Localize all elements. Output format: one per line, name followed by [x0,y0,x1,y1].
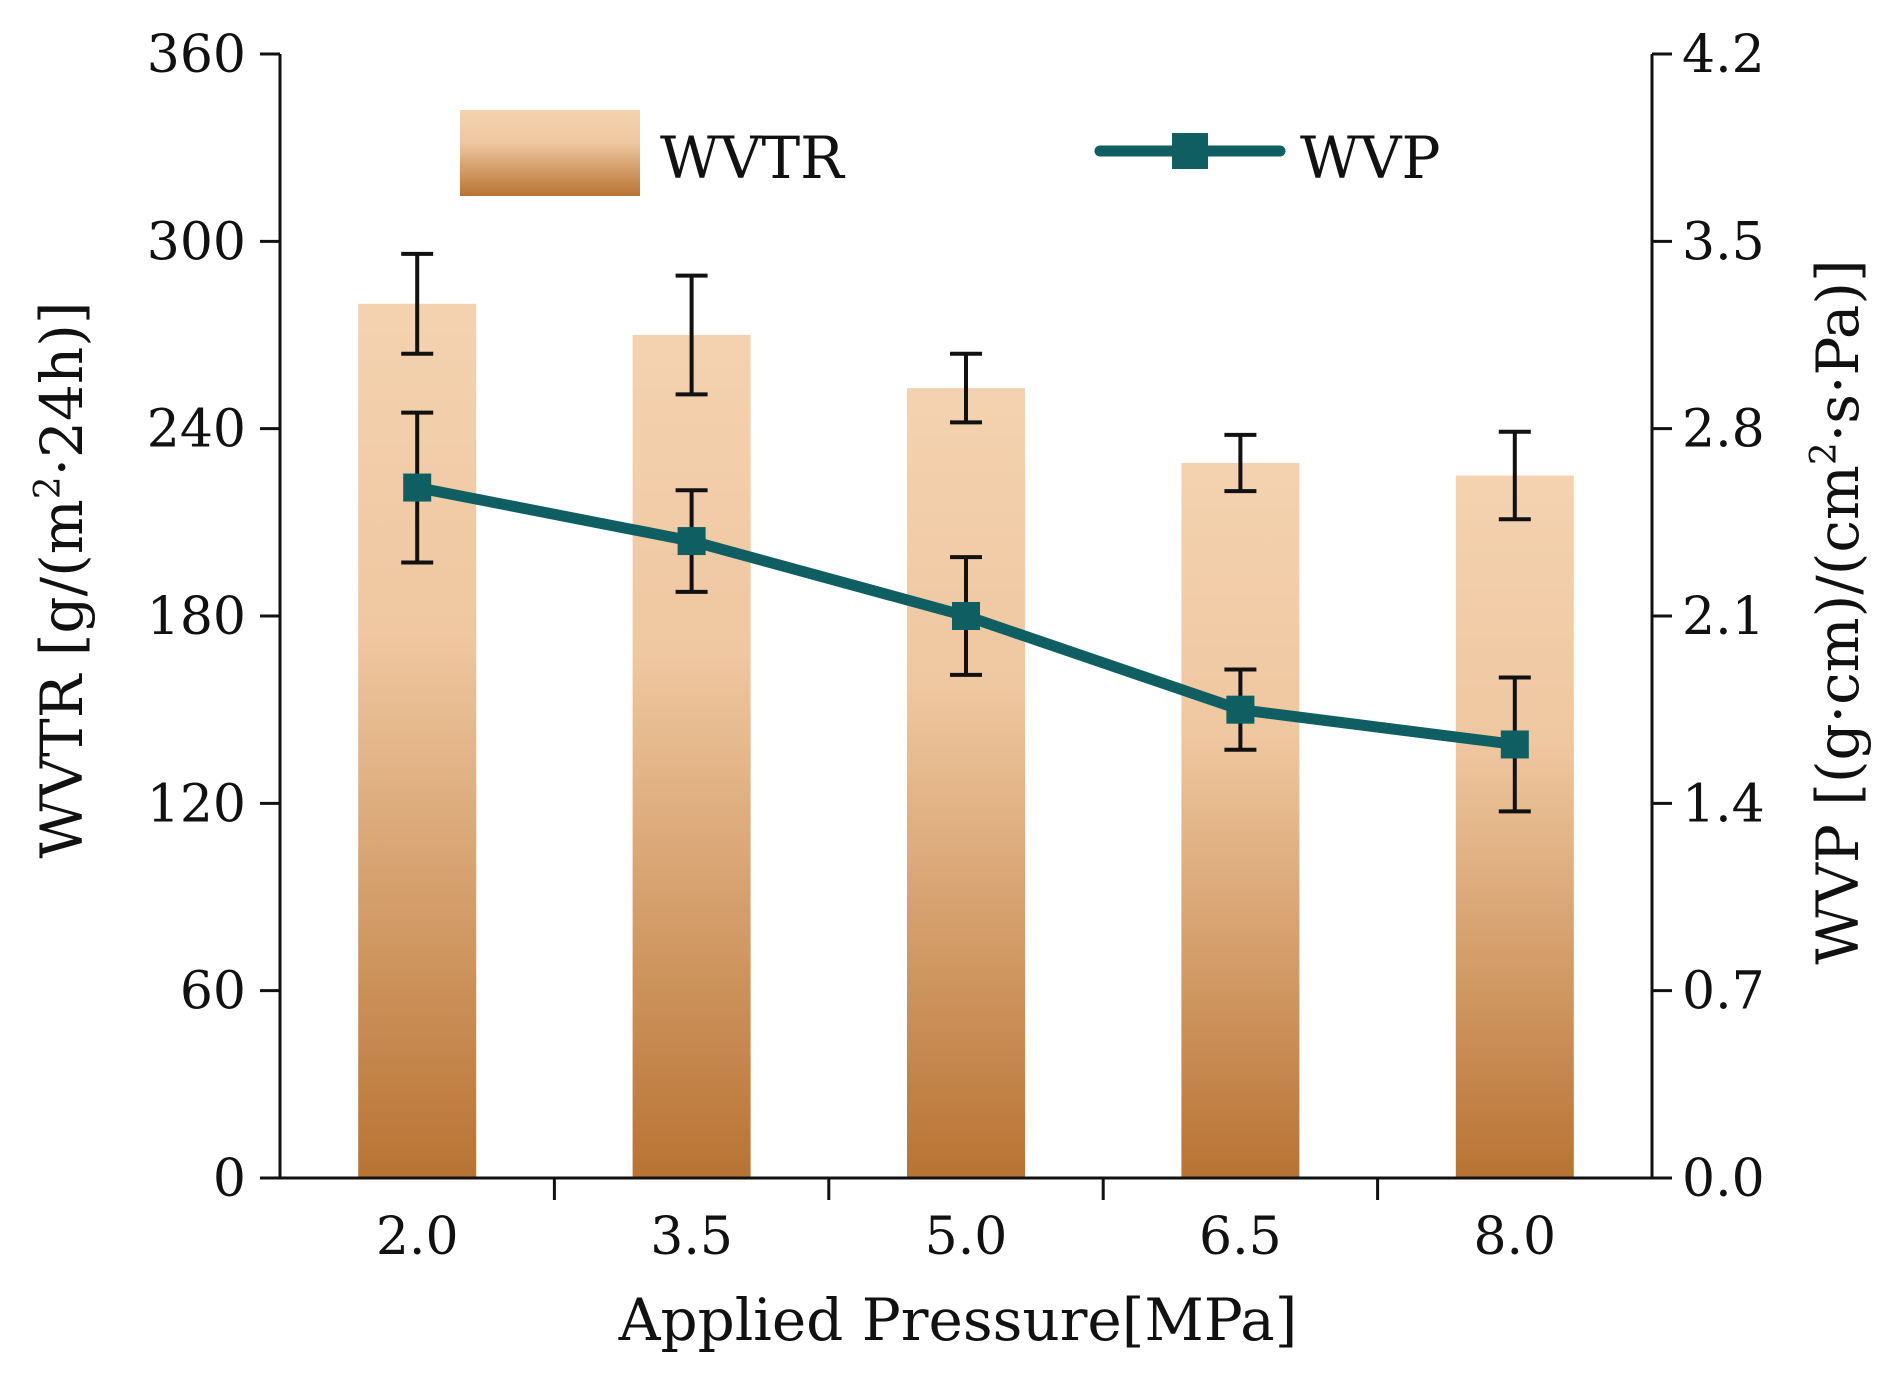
legend-wvp-marker [1172,133,1208,169]
right-tick-label-1.4: 1.4 [1682,774,1765,834]
right-tick-label-4.2: 4.2 [1682,25,1765,85]
right-axis-title-sup: 2 [1804,442,1845,465]
left-tick-label-120: 120 [147,774,246,834]
wvtr-bars [358,303,1574,1179]
right-axis-title-tail: ·s·Pa)] [1804,259,1872,442]
wvtr-error-bar-8.0 [1498,429,1531,522]
right-tick-label-0.7: 0.7 [1682,962,1765,1022]
legend: WVTR WVP [460,110,1441,196]
right-axis-title-main: WVP [(g·cm)/(cm [1804,465,1872,965]
legend-wvtr-swatch [460,110,640,196]
x-tick-label-5.0: 5.0 [925,1207,1008,1267]
wvtr-error-bar-5.0 [950,351,982,425]
x-tick-label-2.0: 2.0 [376,1207,459,1267]
left-axis-title-tail: ·24h)] [28,302,96,477]
left-tick-label-0: 0 [213,1149,246,1209]
wvp-point-5.0 [952,602,980,630]
right-tick-label-3.5: 3.5 [1682,212,1765,272]
left-tick-label-60: 60 [180,962,246,1022]
wvtr-error-bars [401,251,1531,522]
wvp-point-3.5 [677,527,706,556]
legend-wvp-label: WVP [1300,124,1441,192]
wvtr-bar-6.5 [1181,463,1300,1178]
left-axis-title-main: WVTR [g/(m [28,499,96,858]
wvtr-bar-3.5 [632,335,751,1178]
left-axis-ticks: 0 60 120 180 240 300 360 [147,25,280,1209]
wvp-line-series [401,410,1531,814]
x-tick-label-8.0: 8.0 [1473,1207,1556,1267]
left-tick-label-240: 240 [147,400,246,460]
left-tick-label-360: 360 [147,25,246,85]
wvtr-bar-5.0 [907,388,1025,1179]
right-tick-label-2.8: 2.8 [1682,400,1765,460]
right-tick-label-2.1: 2.1 [1682,587,1765,647]
left-tick-label-300: 300 [147,212,246,272]
x-tick-label-6.5: 6.5 [1199,1207,1282,1267]
wvtr-error-bar-6.5 [1224,432,1257,494]
wvtr-bar-8.0 [1455,475,1574,1178]
right-axis-title: WVP [(g·cm)/(cm2·s·Pa)] [1804,259,1872,964]
left-axis-title-sup: 2 [28,476,69,499]
wvp-point-6.5 [1226,695,1255,724]
legend-wvtr-label: WVTR [660,124,846,192]
wvp-point-8.0 [1500,730,1529,759]
right-axis-ticks: 0.0 0.7 1.4 2.1 2.8 3.5 4.2 [1652,25,1765,1209]
wvtr-error-bar-2.0 [401,251,434,356]
x-axis-title: Applied Pressure[MPa] [618,1286,1298,1354]
x-tick-label-3.5: 3.5 [650,1207,733,1267]
left-axis-title: WVTR [g/(m2·24h)] [28,302,96,859]
right-tick-label-0.0: 0.0 [1682,1149,1765,1209]
left-tick-label-180: 180 [147,587,246,647]
x-axis-ticks: 2.0 3.5 5.0 6.5 8.0 [376,1178,1556,1267]
wvp-point-2.0 [403,473,432,502]
wvtr-error-bar-3.5 [675,273,708,397]
